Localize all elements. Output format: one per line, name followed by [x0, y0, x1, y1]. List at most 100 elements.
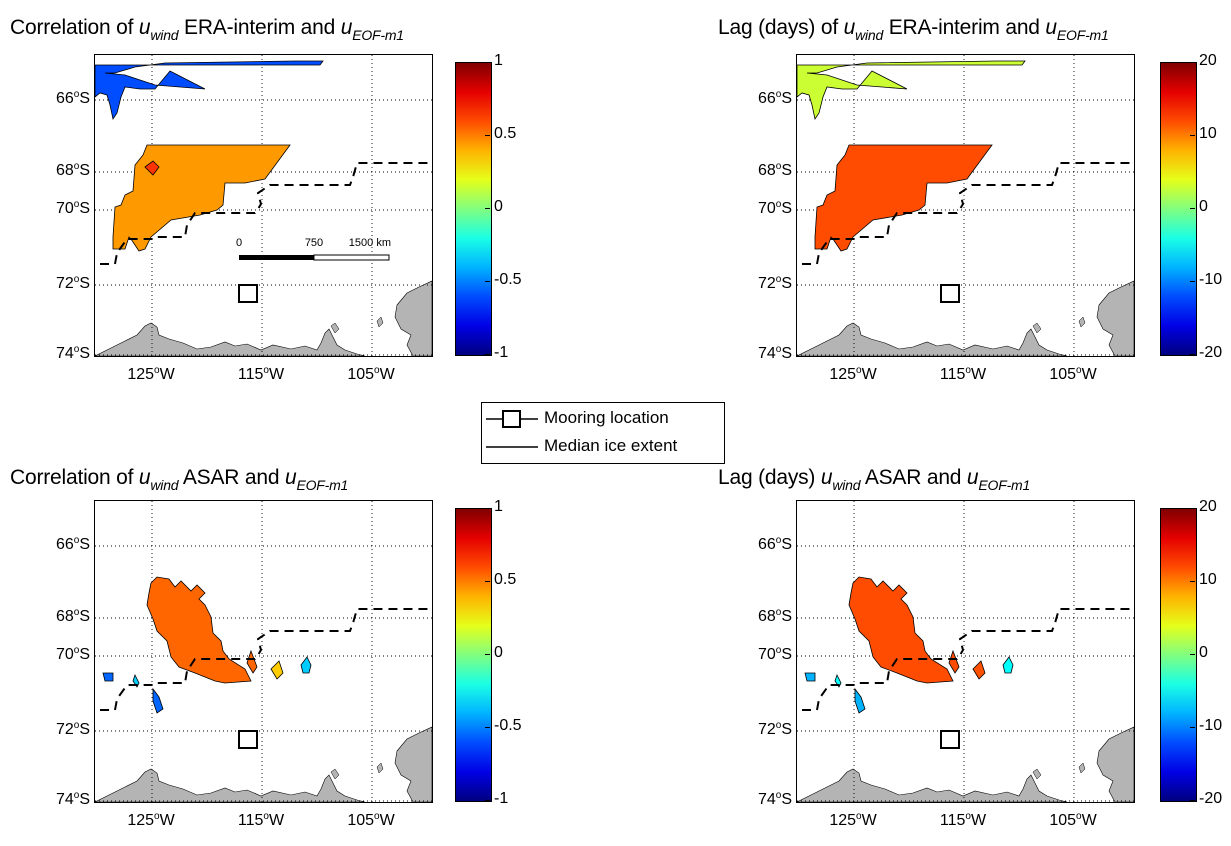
lat-tick-label: 66oS — [736, 535, 792, 554]
lon-tick-label: 115oW — [238, 811, 284, 830]
title-middle: ERA-interim and — [178, 16, 341, 39]
lat-value: 68 — [55, 608, 74, 625]
colorbar-tick-mark — [1190, 581, 1195, 582]
degree-mark: o — [73, 274, 80, 285]
colorbar-tick-mark — [485, 281, 490, 282]
title-middle: ASAR and — [860, 466, 967, 489]
region-central-patch — [814, 144, 993, 252]
lat-value: 74 — [55, 345, 74, 362]
colorbar-tick-value: 0 — [1199, 644, 1208, 661]
colorbar-tick-value: 10 — [1199, 125, 1217, 142]
region-small-a — [246, 649, 258, 674]
title-variable-2: u — [340, 16, 353, 39]
colorbar-tick-value: -10 — [1199, 717, 1223, 734]
lat-value: 70 — [55, 200, 74, 217]
lon-value: 115 — [939, 366, 966, 383]
colorbar — [1160, 62, 1197, 356]
lat-tick-label: 68oS — [34, 161, 90, 180]
median-ice-extent-line — [802, 162, 1134, 265]
colorbar — [455, 62, 492, 356]
lon-value: 105 — [1049, 812, 1077, 829]
region-small-f — [300, 656, 312, 674]
colorbar-tick-value: -10 — [1199, 271, 1223, 288]
colorbar-tick-value: 20 — [1199, 52, 1217, 69]
colorbar-tick-value: 0.5 — [494, 125, 517, 142]
lat-hemisphere: S — [781, 90, 792, 107]
region-small-f — [1002, 656, 1014, 674]
lat-value: 70 — [55, 646, 74, 663]
lon-value: 115 — [939, 812, 966, 829]
degree-mark: o — [1076, 811, 1082, 822]
colorbar-tick-mark — [485, 800, 490, 801]
lat-hemisphere: S — [79, 162, 90, 179]
map-canvas — [95, 501, 432, 802]
title-middle: ASAR and — [178, 466, 285, 489]
region-small-a — [948, 649, 960, 674]
mooring-marker-icon — [486, 410, 538, 428]
land-island — [394, 726, 432, 802]
lon-value: 125 — [829, 366, 857, 383]
lon-tick-label: 125oW — [127, 365, 174, 384]
map-area: 0 750 1500 km — [94, 54, 433, 357]
degree-mark: o — [263, 811, 269, 822]
gridlines — [797, 501, 1134, 802]
degree-mark: o — [856, 365, 862, 376]
median-ice-extent-line — [100, 608, 432, 711]
lon-tick-label: 105oW — [1049, 811, 1096, 830]
title-variable-2: u — [1045, 16, 1057, 39]
colorbar-tick-value: -0.5 — [494, 717, 522, 734]
map-area — [796, 500, 1135, 803]
lon-hemisphere: W — [970, 812, 987, 829]
colorbar-tick-label: 20 — [1199, 498, 1217, 516]
degree-mark: o — [775, 161, 782, 172]
degree-mark: o — [775, 344, 782, 355]
colorbar-tick-mark — [1190, 508, 1195, 509]
colorbar-tick-mark — [1190, 800, 1195, 801]
title-prefix: Correlation of — [10, 16, 139, 39]
mooring-location-marker — [940, 284, 960, 303]
title-prefix: Lag (days) — [718, 466, 821, 489]
lat-hemisphere: S — [79, 345, 90, 362]
mooring-location-marker — [238, 284, 258, 303]
title-subscript: wind — [150, 27, 179, 43]
lat-hemisphere: S — [79, 608, 90, 625]
colorbar-tick-label: 20 — [1199, 52, 1217, 70]
lon-hemisphere: W — [379, 812, 395, 829]
colorbar-tick-label: -0.5 — [494, 717, 522, 735]
colorbar-tick-value: 0.5 — [494, 571, 517, 588]
colorbar-tick-value: -1 — [494, 344, 509, 361]
degree-mark: o — [263, 365, 269, 376]
colorbar-tick-label: 0.5 — [494, 571, 516, 589]
lon-tick-label: 105oW — [347, 811, 394, 830]
panel-title: Correlation of uwind ASAR and uEOF-m1 — [10, 466, 348, 493]
legend-label-ice: Median ice extent — [544, 436, 678, 455]
lat-value: 66 — [757, 536, 776, 553]
data-regions — [102, 576, 312, 714]
colorbar-tick-value: -0.5 — [494, 271, 522, 288]
lat-value: 70 — [757, 200, 776, 217]
colorbar-tick-mark — [485, 354, 490, 355]
lat-tick-label: 68oS — [736, 161, 792, 180]
land-islet — [376, 316, 384, 328]
lat-tick-label: 74oS — [34, 790, 90, 809]
lon-value: 105 — [347, 366, 375, 383]
title-subscript-2: EOF-m1 — [978, 477, 1031, 493]
degree-mark: o — [775, 89, 782, 100]
lat-value: 72 — [55, 721, 74, 738]
degree-mark: o — [73, 607, 80, 618]
title-variable: u — [138, 16, 151, 39]
lat-value: 70 — [757, 646, 776, 663]
lon-value: 115 — [237, 812, 264, 829]
lon-hemisphere: W — [1081, 366, 1097, 383]
colorbar-tick-mark — [485, 727, 490, 728]
colorbar-tick-value: -20 — [1199, 344, 1223, 361]
colorbar — [455, 508, 492, 802]
lat-tick-label: 70oS — [34, 199, 90, 218]
region-north-strip — [797, 60, 1026, 121]
lon-tick-label: 125oW — [829, 811, 876, 830]
lat-value: 68 — [757, 608, 776, 625]
title-subscript: wind — [150, 477, 179, 493]
land-islet — [1078, 316, 1086, 328]
lat-hemisphere: S — [781, 162, 792, 179]
land-island — [1096, 726, 1134, 802]
